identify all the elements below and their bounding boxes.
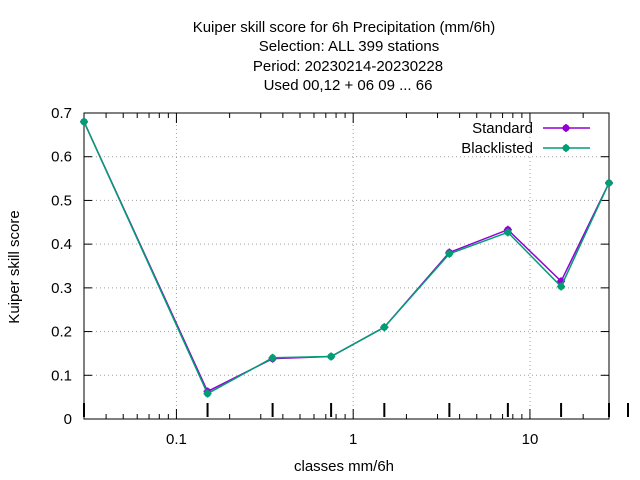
x-tick-label: 1 bbox=[349, 431, 357, 448]
chart-subtitle-line-1: Selection: ALL 399 stations bbox=[259, 38, 439, 55]
y-tick-label: 0.4 bbox=[51, 236, 72, 253]
y-tick-label: 0.3 bbox=[51, 280, 72, 297]
x-axis-label: classes mm/6h bbox=[294, 458, 394, 475]
legend-label: Blacklisted bbox=[461, 140, 533, 157]
chart-title: Kuiper skill score for 6h Precipitation … bbox=[193, 19, 496, 36]
series-line-1 bbox=[83, 121, 610, 393]
x-tick-label: 0.1 bbox=[166, 431, 187, 448]
chart-subtitle-line-2: Period: 20230214-20230228 bbox=[253, 58, 443, 75]
plot-frame bbox=[83, 112, 610, 420]
grid-layer bbox=[84, 113, 609, 419]
y-tick-label: 0.5 bbox=[51, 192, 72, 209]
legend-label: Standard bbox=[472, 120, 533, 137]
y-tick-label: 0.7 bbox=[51, 105, 72, 122]
y-tick-label: 0 bbox=[64, 411, 72, 428]
y-axis-label: Kuiper skill score bbox=[6, 210, 23, 323]
y-tick-label: 0.2 bbox=[51, 324, 72, 341]
y-tick-label: 0.1 bbox=[51, 367, 72, 384]
axis-layer: 0 0.1 0.2 0.3 0.4 0.5 0.6 0.7 0.1 1 10 bbox=[51, 105, 629, 448]
x-tick-label: 10 bbox=[522, 431, 539, 448]
legend: Standard Blacklisted bbox=[461, 120, 590, 157]
series-layer bbox=[80, 117, 613, 398]
chart-subtitle-line-3: Used 00,12 + 06 09 ... 66 bbox=[264, 77, 433, 94]
y-tick-label: 0.6 bbox=[51, 149, 72, 166]
